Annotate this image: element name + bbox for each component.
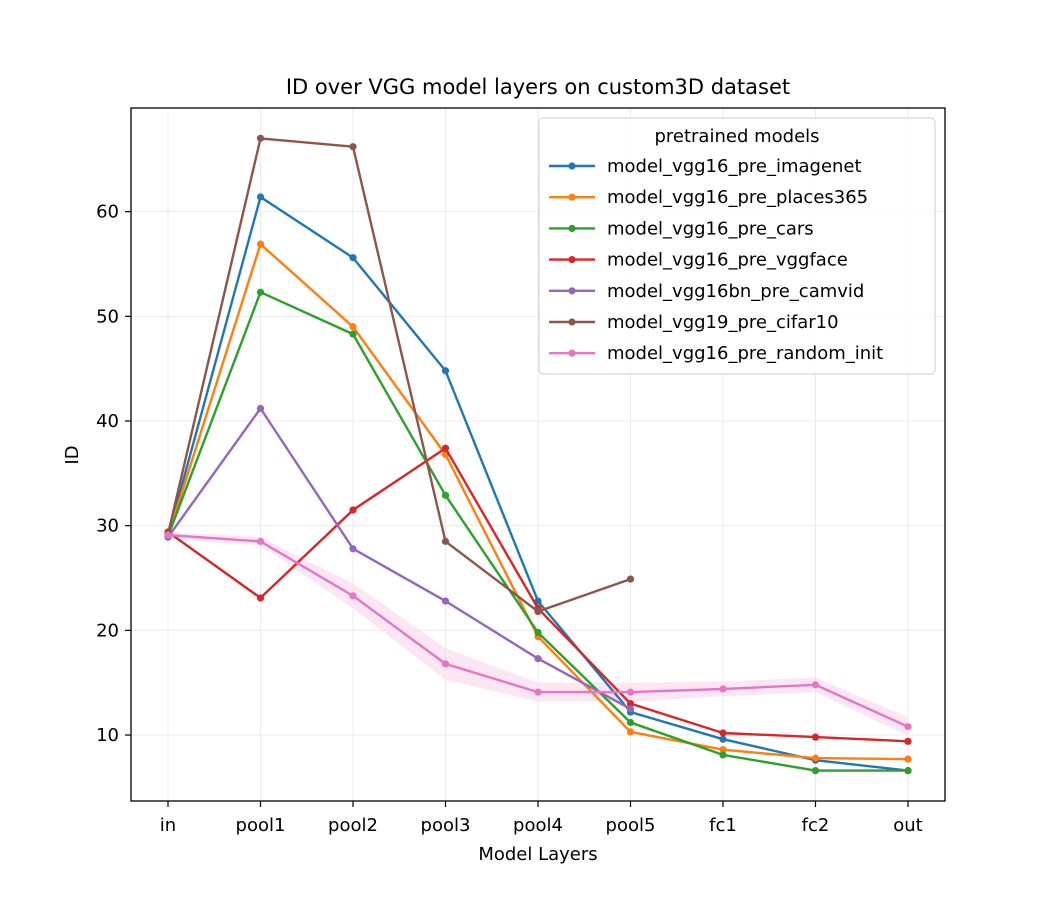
- legend-entry: model_vgg16_pre_imagenet: [549, 156, 862, 177]
- legend-entry: model_vgg16_pre_places365: [549, 187, 868, 208]
- data-point: [534, 607, 542, 616]
- legend-entry: model_vgg16_pre_vggface: [549, 250, 848, 271]
- data-point: [719, 685, 727, 693]
- legend-box: [538, 117, 936, 375]
- data-point: [719, 746, 727, 754]
- x-tick-label: fc2: [802, 815, 830, 836]
- legend-swatch-marker: [568, 318, 576, 326]
- legend-swatch-marker: [568, 256, 576, 264]
- confidence-band: [168, 532, 908, 737]
- data-point: [256, 404, 265, 413]
- data-point: [441, 660, 450, 668]
- data-point: [904, 737, 912, 745]
- series-model_vgg16_pre_places365: [164, 240, 912, 763]
- data-point: [441, 367, 450, 375]
- x-tick-label: pool2: [328, 815, 378, 836]
- series-lines: [164, 134, 912, 775]
- legend-entry: model_vgg16_pre_cars: [549, 218, 814, 239]
- confidence-bands: [168, 532, 908, 737]
- axes: in pool1 pool2 pool3 pool4 pool5 fc1 fc2 out 10 20…: [96, 202, 923, 836]
- data-point: [626, 575, 635, 583]
- y-tick-label: 60: [96, 202, 119, 223]
- data-point: [904, 755, 912, 763]
- data-point: [904, 767, 912, 775]
- y-tick-label: 10: [96, 725, 119, 746]
- data-point: [349, 592, 357, 600]
- data-point: [256, 594, 265, 602]
- x-axis-label: Model Layers: [478, 844, 597, 865]
- y-tick-label: 40: [96, 411, 119, 432]
- data-point: [534, 597, 542, 605]
- data-point: [719, 729, 727, 737]
- data-point: [626, 705, 635, 713]
- data-point: [441, 537, 450, 545]
- data-point: [626, 718, 635, 727]
- data-point: [349, 506, 357, 514]
- data-point: [349, 330, 357, 338]
- legend-swatch-marker: [568, 162, 576, 170]
- data-point: [534, 628, 542, 637]
- data-point: [349, 143, 357, 151]
- y-tick-label: 20: [96, 620, 119, 641]
- legend-swatch-marker: [568, 193, 576, 201]
- x-tick-label: fc1: [709, 815, 737, 836]
- data-point: [349, 323, 357, 331]
- data-point: [534, 655, 542, 663]
- data-point: [441, 491, 450, 499]
- series-model_vgg16_pre_imagenet: [164, 193, 912, 775]
- legend-label: model_vgg16_pre_random_init: [607, 343, 883, 364]
- data-point: [719, 735, 727, 743]
- legend-label: model_vgg16_pre_vggface: [607, 250, 848, 271]
- data-point: [719, 751, 727, 759]
- x-tick-label: pool1: [236, 815, 286, 836]
- series-line: [167, 407, 632, 710]
- data-point: [256, 288, 265, 296]
- legend-swatch-marker: [568, 224, 576, 232]
- data-point: [256, 134, 265, 142]
- data-point: [256, 537, 265, 545]
- data-point: [164, 531, 172, 539]
- x-tick-label: out: [893, 815, 922, 836]
- x-tick-label: pool3: [421, 815, 471, 836]
- legend-label: model_vgg16_pre_imagenet: [607, 156, 862, 177]
- legend-entry: model_vgg16bn_pre_camvid: [549, 281, 864, 302]
- x-tick-label: pool5: [606, 815, 656, 836]
- series-model_vgg16_pre_cars: [164, 288, 912, 775]
- data-point: [626, 728, 635, 736]
- data-point: [626, 700, 635, 708]
- data-point: [349, 254, 357, 262]
- y-axis-label: ID: [62, 445, 83, 464]
- data-point: [441, 444, 450, 452]
- legend-swatch-marker: [568, 349, 576, 357]
- data-point: [441, 597, 450, 605]
- legend-swatch-marker: [568, 287, 576, 295]
- y-tick-label: 50: [96, 306, 119, 327]
- data-point: [811, 754, 820, 762]
- x-tick-label: in: [160, 815, 176, 836]
- legend: pretrained models model_vgg16_pre_imagen…: [538, 117, 936, 375]
- legend-label: model_vgg16_pre_cars: [607, 218, 814, 239]
- data-point: [811, 733, 820, 741]
- chart-title: ID over VGG model layers on custom3D dat…: [286, 75, 790, 99]
- y-tick-label: 30: [96, 516, 119, 537]
- data-point: [904, 723, 912, 731]
- legend-entry: model_vgg16_pre_random_init: [549, 343, 883, 364]
- data-point: [811, 767, 820, 775]
- data-point: [349, 545, 357, 553]
- data-point: [626, 688, 635, 696]
- series-line: [166, 137, 631, 613]
- legend-entry: model_vgg19_pre_cifar10: [549, 312, 839, 333]
- legend-title: pretrained models: [654, 126, 819, 147]
- legend-label: model_vgg19_pre_cifar10: [607, 312, 839, 333]
- series-model_vgg16_pre_random_init: [164, 531, 912, 731]
- x-tick-label: pool4: [513, 815, 563, 836]
- data-point: [534, 688, 542, 696]
- data-point: [256, 193, 265, 201]
- data-point: [811, 681, 820, 689]
- legend-label: model_vgg16_pre_places365: [607, 187, 868, 208]
- data-point: [256, 240, 265, 248]
- legend-label: model_vgg16bn_pre_camvid: [607, 281, 864, 302]
